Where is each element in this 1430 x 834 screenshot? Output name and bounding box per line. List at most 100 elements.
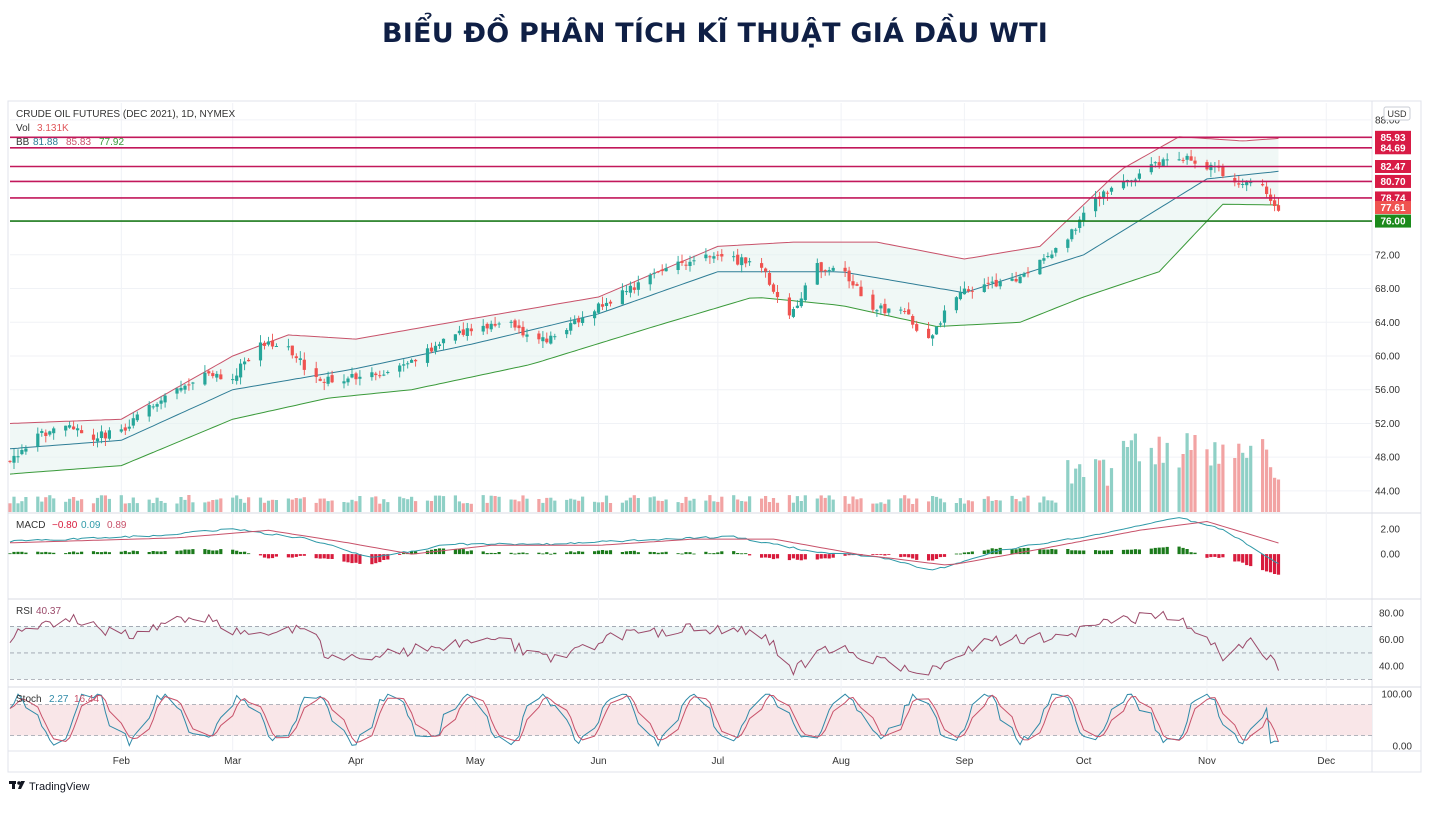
candle-body <box>191 382 195 384</box>
volume-bar <box>44 497 48 512</box>
macd-histogram-bar <box>1245 554 1249 566</box>
candle-body <box>1221 166 1225 176</box>
candle-body <box>135 414 139 421</box>
candle-body <box>847 270 851 282</box>
candle-body <box>1102 191 1106 198</box>
volume-bar <box>266 500 271 512</box>
macd-histogram-bar <box>1014 549 1018 555</box>
candle-body <box>151 406 155 408</box>
volume-bar <box>290 499 294 512</box>
macd-histogram-bar <box>1261 554 1265 571</box>
volume-bar <box>135 503 139 512</box>
macd-histogram-bar <box>322 554 326 559</box>
volume-bar <box>16 503 20 512</box>
macd-histogram-bar <box>485 553 489 555</box>
candle-body <box>676 261 680 270</box>
macd-histogram-bar <box>573 552 577 555</box>
volume-bar <box>441 496 446 512</box>
candle-body <box>270 340 275 347</box>
candle-body <box>382 374 386 376</box>
candle-body <box>342 381 346 384</box>
volume-bar <box>915 498 919 512</box>
macd-histogram-bar <box>378 554 382 563</box>
candle-body <box>453 334 457 341</box>
bb-legend-upper: 85.83 <box>66 137 91 148</box>
macd-histogram-bar <box>680 553 684 555</box>
candle-body <box>1105 192 1110 194</box>
stoch-band-fill <box>10 704 1372 736</box>
candle-body <box>493 323 497 326</box>
volume-bar <box>1022 497 1026 512</box>
volume-bar <box>803 495 807 512</box>
macd-histogram-bar <box>636 552 640 555</box>
x-tick-label: Nov <box>1198 756 1216 767</box>
volume-bar <box>907 498 911 512</box>
macd-histogram-bar <box>314 554 318 559</box>
macd-histogram-bar <box>1133 549 1137 555</box>
volume-bar <box>239 498 243 512</box>
macd-line <box>9 517 1279 571</box>
volume-bar <box>1221 444 1225 512</box>
resistance-level-tag <box>1375 174 1411 188</box>
candle-body <box>954 297 958 311</box>
volume-bar <box>744 501 748 512</box>
macd-histogram-bar <box>1038 549 1042 555</box>
candle-body <box>656 271 660 273</box>
macd-histogram-bar <box>803 554 807 560</box>
macd-histogram-bar <box>604 550 609 555</box>
price-tick-label: 48.00 <box>1375 453 1400 464</box>
volume-bar <box>211 500 215 512</box>
bb-legend-lower: 77.92 <box>99 137 124 148</box>
volume-bar <box>954 503 958 512</box>
candle-body <box>322 381 326 383</box>
volume-bar <box>298 498 302 512</box>
macd-histogram-bar <box>266 554 271 559</box>
volume-bar <box>855 499 859 512</box>
macd-histogram-bar <box>1022 548 1026 555</box>
candle-body <box>628 285 632 293</box>
macd-histogram-bar <box>342 554 346 562</box>
candle-body <box>636 282 640 290</box>
volume-bar <box>1129 440 1133 512</box>
x-tick-label: Feb <box>113 756 131 767</box>
macd-histogram-bar <box>569 551 573 555</box>
macd-histogram-bar <box>489 552 493 555</box>
currency-badge[interactable] <box>1383 106 1411 121</box>
candle-body <box>736 254 740 265</box>
chart-title: BIỂU ĐỒ PHÂN TÍCH KĨ THUẬT GIÁ DẦU WTI <box>382 18 1048 49</box>
candle-body <box>608 301 613 304</box>
macd-histogram-bar <box>827 554 831 559</box>
macd-histogram-bar <box>966 552 970 555</box>
candle-body <box>521 326 525 336</box>
macd-histogram-bar <box>239 551 243 555</box>
candle-body <box>1245 182 1249 186</box>
volume-bar <box>274 500 278 512</box>
candle-body <box>326 376 330 384</box>
macd-histogram-bar <box>819 554 823 559</box>
macd-histogram-bar <box>847 554 851 556</box>
volume-bar <box>187 495 191 512</box>
candle-body <box>1276 205 1281 211</box>
candle-body <box>1153 162 1157 164</box>
volume-bar <box>692 498 696 512</box>
volume-bar <box>493 496 497 512</box>
macd-histogram-bar <box>410 551 414 555</box>
candle-body <box>1066 239 1070 248</box>
candle-body <box>318 378 322 381</box>
candle-body <box>775 292 780 298</box>
macd-histogram-bar <box>211 550 215 555</box>
macd-histogram-bar <box>469 550 473 555</box>
candle-body <box>509 321 513 323</box>
support-level-tag <box>1375 214 1411 228</box>
macd-histogram-bar <box>927 554 931 561</box>
macd-histogram-bar <box>374 554 378 564</box>
macd-histogram-bar <box>521 552 525 555</box>
candle-body <box>573 320 577 325</box>
volume-bar <box>708 495 712 512</box>
macd-histogram-bar <box>219 549 223 555</box>
candle-body <box>8 460 12 462</box>
volume-bar <box>1070 483 1074 512</box>
macd-signal-line <box>9 520 1279 566</box>
candle-body <box>632 287 636 290</box>
